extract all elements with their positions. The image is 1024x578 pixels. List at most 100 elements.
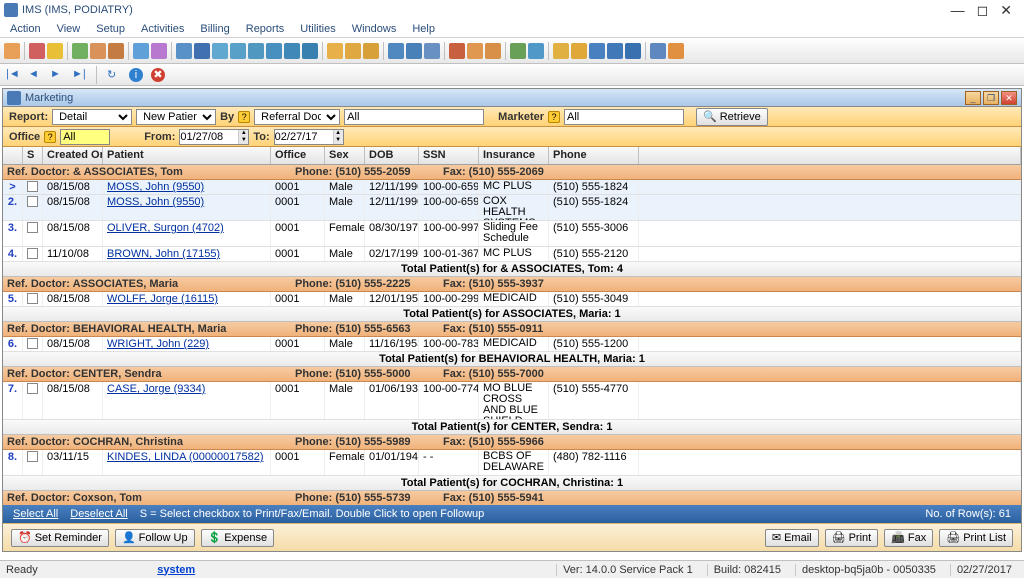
toolbar-icon-26[interactable] <box>528 43 544 59</box>
maximize-icon[interactable]: ◻ <box>977 2 989 19</box>
by-select[interactable]: Referral Doctor <box>254 109 340 125</box>
to-down-icon[interactable]: ▼ <box>333 137 343 144</box>
toolbar-icon-30[interactable] <box>607 43 623 59</box>
col-patient[interactable]: Patient <box>103 147 271 164</box>
col-ssn[interactable]: SSN <box>419 147 479 164</box>
subreport-select[interactable]: New Patient <box>136 109 216 125</box>
toolbar-icon-5[interactable] <box>108 43 124 59</box>
toolbar-icon-31[interactable] <box>625 43 641 59</box>
toolbar-icon-18[interactable] <box>363 43 379 59</box>
row-checkbox[interactable] <box>27 196 38 207</box>
to-date-input[interactable] <box>275 130 333 144</box>
row-checkbox[interactable] <box>27 338 38 349</box>
nav-next-icon[interactable]: ► <box>50 68 64 82</box>
child-minimize-icon[interactable]: _ <box>965 91 981 105</box>
menu-view[interactable]: View <box>57 23 81 35</box>
row-checkbox[interactable] <box>27 248 38 259</box>
toolbar-icon-24[interactable] <box>485 43 501 59</box>
menu-billing[interactable]: Billing <box>200 23 229 35</box>
grid-body[interactable]: Ref. Doctor: & ASSOCIATES, TomPhone: (51… <box>3 165 1021 505</box>
toolbar-icon-22[interactable] <box>449 43 465 59</box>
toolbar-icon-8[interactable] <box>176 43 192 59</box>
fax-button[interactable]: 📠 Fax <box>884 529 933 547</box>
col-created[interactable]: Created On <box>43 147 103 164</box>
toolbar-icon-9[interactable] <box>194 43 210 59</box>
table-row[interactable]: 8.03/11/15KINDES, LINDA (00000017582)000… <box>3 450 1021 476</box>
patient-link[interactable]: WRIGHT, John (229) <box>103 337 271 351</box>
toolbar-icon-27[interactable] <box>553 43 569 59</box>
toolbar-icon-32[interactable] <box>650 43 666 59</box>
menu-action[interactable]: Action <box>10 23 41 35</box>
office-help-icon[interactable]: ? <box>44 131 56 143</box>
by-help-icon[interactable]: ? <box>238 111 250 123</box>
toolbar-icon-21[interactable] <box>424 43 440 59</box>
toolbar-icon-10[interactable] <box>212 43 228 59</box>
child-close-icon[interactable]: ✕ <box>1001 91 1017 105</box>
marketer-help-icon[interactable]: ? <box>548 111 560 123</box>
set-reminder-button[interactable]: ⏰ Set Reminder <box>11 529 109 547</box>
toolbar-icon-25[interactable] <box>510 43 526 59</box>
refresh-icon[interactable]: ↻ <box>107 68 121 82</box>
row-checkbox[interactable] <box>27 181 38 192</box>
info-icon[interactable]: i <box>129 68 143 82</box>
toolbar-icon-2[interactable] <box>47 43 63 59</box>
col-office[interactable]: Office <box>271 147 325 164</box>
table-row[interactable]: 6.08/15/08WRIGHT, John (229)0001Male11/1… <box>3 337 1021 352</box>
nav-first-icon[interactable]: |◄ <box>6 68 20 82</box>
toolbar-icon-23[interactable] <box>467 43 483 59</box>
toolbar-icon-11[interactable] <box>230 43 246 59</box>
menu-utilities[interactable]: Utilities <box>300 23 335 35</box>
toolbar-icon-1[interactable] <box>29 43 45 59</box>
from-date-field[interactable]: ▲▼ <box>179 129 249 145</box>
menu-reports[interactable]: Reports <box>246 23 285 35</box>
table-row[interactable]: 5.08/15/08WOLFF, Jorge (16115)0001Male12… <box>3 292 1021 307</box>
child-maximize-icon[interactable]: ❐ <box>983 91 999 105</box>
menu-help[interactable]: Help <box>412 23 435 35</box>
toolbar-icon-29[interactable] <box>589 43 605 59</box>
marketer-input[interactable] <box>564 109 684 125</box>
toolbar-icon-7[interactable] <box>151 43 167 59</box>
patient-link[interactable]: CASE, Jorge (9334) <box>103 382 271 419</box>
patient-link[interactable]: WOLFF, Jorge (16115) <box>103 292 271 306</box>
row-checkbox[interactable] <box>27 293 38 304</box>
to-up-icon[interactable]: ▲ <box>333 130 343 137</box>
col-s[interactable]: S <box>23 147 43 164</box>
table-row[interactable]: 2.08/15/08MOSS, John (9550)0001Male12/11… <box>3 195 1021 221</box>
col-insurance[interactable]: Insurance <box>479 147 549 164</box>
nav-prev-icon[interactable]: ◄ <box>28 68 42 82</box>
print-list-button[interactable]: 🖨 Print List <box>939 529 1013 547</box>
nav-last-icon[interactable]: ►| <box>72 68 86 82</box>
follow-up-button[interactable]: 👤 Follow Up <box>115 529 195 547</box>
table-row[interactable]: 3.08/15/08OLIVER, Surgon (4702)0001Femal… <box>3 221 1021 247</box>
to-date-field[interactable]: ▲▼ <box>274 129 344 145</box>
print-button[interactable]: 🖨 Print <box>825 529 879 547</box>
patient-link[interactable]: MOSS, John (9550) <box>103 195 271 220</box>
toolbar-icon-14[interactable] <box>284 43 300 59</box>
row-checkbox[interactable] <box>27 383 38 394</box>
menu-activities[interactable]: Activities <box>141 23 184 35</box>
toolbar-icon-12[interactable] <box>248 43 264 59</box>
close-icon[interactable]: ✕ <box>1000 2 1012 19</box>
patient-link[interactable]: MOSS, John (9550) <box>103 180 271 194</box>
office-input[interactable] <box>60 129 110 145</box>
row-checkbox[interactable] <box>27 222 38 233</box>
table-row[interactable]: 4.11/10/08BROWN, John (17155)0001Male02/… <box>3 247 1021 262</box>
from-date-input[interactable] <box>180 130 238 144</box>
table-row[interactable]: 7.08/15/08CASE, Jorge (9334)0001Male01/0… <box>3 382 1021 420</box>
retrieve-button[interactable]: 🔍 Retrieve <box>696 108 768 126</box>
col-dob[interactable]: DOB <box>365 147 419 164</box>
status-system-link[interactable]: system <box>157 564 195 576</box>
minimize-icon[interactable]: — <box>951 2 965 19</box>
patient-link[interactable]: OLIVER, Surgon (4702) <box>103 221 271 246</box>
select-all-link[interactable]: Select All <box>13 508 58 520</box>
toolbar-icon-20[interactable] <box>406 43 422 59</box>
from-up-icon[interactable]: ▲ <box>238 130 248 137</box>
expense-button[interactable]: 💲 Expense <box>201 529 275 547</box>
stop-icon[interactable]: ✖ <box>151 68 165 82</box>
col-marker[interactable] <box>3 147 23 164</box>
toolbar-icon-28[interactable] <box>571 43 587 59</box>
toolbar-icon-13[interactable] <box>266 43 282 59</box>
menu-setup[interactable]: Setup <box>96 23 125 35</box>
email-button[interactable]: ✉ Email <box>765 529 819 547</box>
toolbar-icon-0[interactable] <box>4 43 20 59</box>
